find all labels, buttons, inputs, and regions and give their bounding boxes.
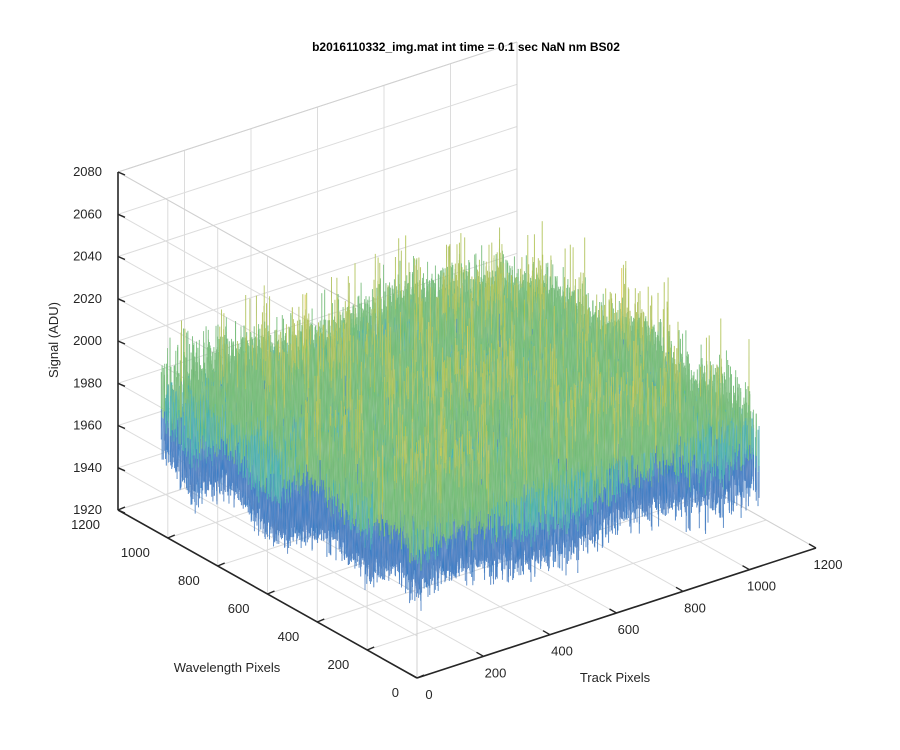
surface-plot-figure: 0200400600800100012000200400600800100012… <box>0 0 900 750</box>
